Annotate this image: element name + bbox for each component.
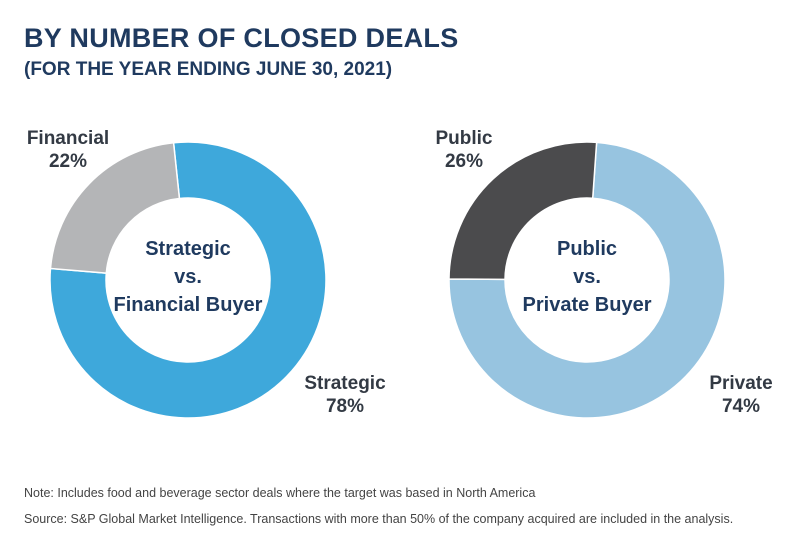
- slice-value-private: 74%: [722, 396, 760, 417]
- donut-slices: [448, 141, 726, 419]
- donut-slice-financial: [49, 141, 181, 274]
- chart-subtitle: (FOR THE YEAR ENDING JUNE 30, 2021): [24, 59, 393, 80]
- donut-slice-private: [448, 141, 726, 419]
- footnote: Note: Includes food and beverage sector …: [24, 486, 536, 500]
- slice-label-strategic: Strategic: [304, 373, 386, 394]
- slice-value-financial: 22%: [49, 151, 87, 172]
- donut-slice-public: [448, 141, 598, 281]
- center-label-line-1: Strategic: [145, 238, 231, 260]
- chart-title: BY NUMBER OF CLOSED DEALS: [24, 23, 459, 53]
- center-label-line-2: vs.: [174, 266, 202, 288]
- slice-label-financial: Financial: [27, 128, 109, 149]
- center-label-line-2: vs.: [573, 266, 601, 288]
- donut-chart-strategic-vs-financial: Strategic vs. Financial Buyer Financial …: [27, 128, 386, 419]
- slice-value-public: 26%: [445, 151, 483, 172]
- center-label-line-3: Financial Buyer: [114, 294, 263, 316]
- donut-slice-strategic: [49, 141, 327, 419]
- donut-chart-public-vs-private: Public vs. Private Buyer Public 26% Priv…: [435, 128, 773, 419]
- center-label-line-3: Private Buyer: [523, 294, 652, 316]
- source-note: Source: S&P Global Market Intelligence. …: [24, 512, 734, 526]
- donut-slices: [49, 141, 327, 419]
- slice-value-strategic: 78%: [326, 396, 364, 417]
- slice-label-private: Private: [709, 373, 772, 394]
- center-label-line-1: Public: [557, 238, 617, 260]
- slice-label-public: Public: [435, 128, 492, 149]
